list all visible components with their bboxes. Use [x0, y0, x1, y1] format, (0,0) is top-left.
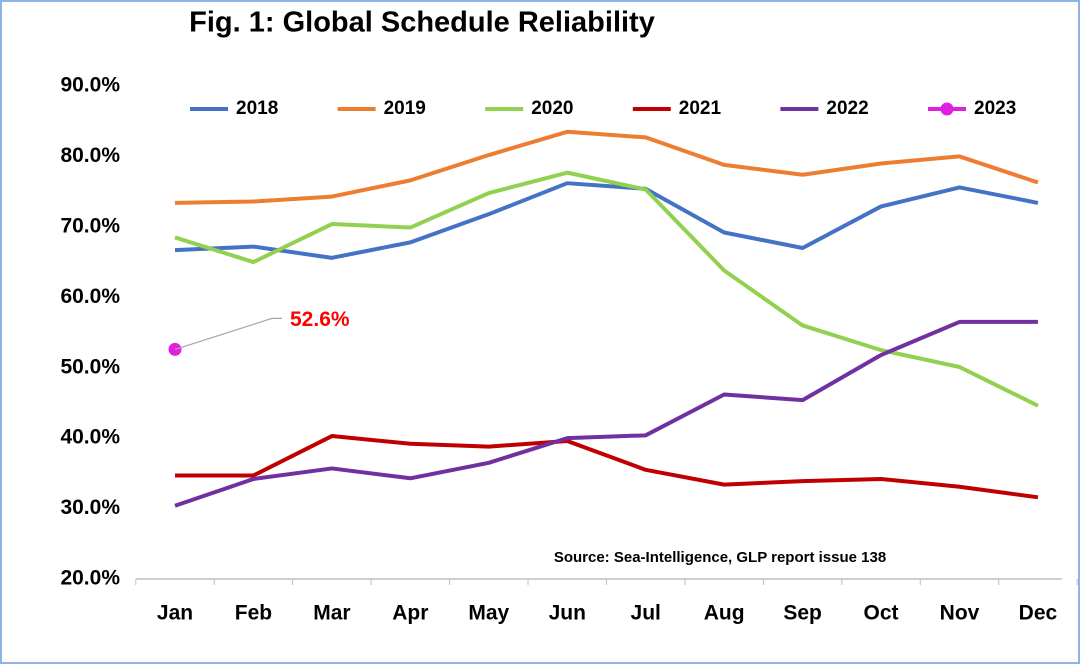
- x-tick-label: Nov: [940, 602, 980, 625]
- legend-label: 2020: [531, 98, 573, 119]
- series-line: [174, 170, 1039, 408]
- x-tick-label: Mar: [313, 602, 350, 625]
- x-tick-label: Oct: [864, 602, 899, 625]
- x-tick-label: Jan: [157, 602, 193, 625]
- legend-label: 2023: [974, 98, 1016, 119]
- series-line: [174, 319, 1038, 508]
- series-line: [175, 434, 1039, 500]
- y-tick-label: 50.0%: [60, 355, 120, 378]
- x-tick-label: Sep: [783, 602, 822, 625]
- y-tick-label: 30.0%: [60, 496, 120, 519]
- series-line: [174, 181, 1039, 260]
- series-line: [174, 129, 1039, 205]
- y-tick-label: 80.0%: [60, 144, 120, 167]
- legend-label: 2018: [236, 98, 278, 119]
- legend-marker: [940, 102, 954, 116]
- x-tick-label: Aug: [704, 602, 745, 625]
- y-tick-label: 20.0%: [60, 567, 120, 590]
- x-tick-label: Jul: [631, 602, 661, 625]
- x-tick-label: Dec: [1019, 602, 1058, 625]
- x-tick-label: Feb: [235, 602, 272, 625]
- legend-label: 2021: [679, 98, 722, 119]
- data-label: 52.6%: [290, 308, 350, 331]
- y-tick-label: 70.0%: [60, 214, 120, 237]
- y-tick-label: 90.0%: [60, 74, 120, 97]
- legend-label: 2019: [384, 98, 426, 119]
- legend-label: 2022: [826, 98, 868, 119]
- leader-line: [174, 317, 282, 350]
- x-tick-label: Apr: [392, 602, 428, 625]
- source-note: Source: Sea-Intelligence, GLP report iss…: [554, 549, 886, 566]
- y-tick-label: 40.0%: [60, 426, 120, 449]
- chart-title: Fig. 1: Global Schedule Reliability: [189, 7, 655, 39]
- x-tick-label: Jun: [549, 602, 586, 625]
- y-tick-label: 60.0%: [60, 285, 120, 308]
- x-tick-label: May: [468, 602, 509, 625]
